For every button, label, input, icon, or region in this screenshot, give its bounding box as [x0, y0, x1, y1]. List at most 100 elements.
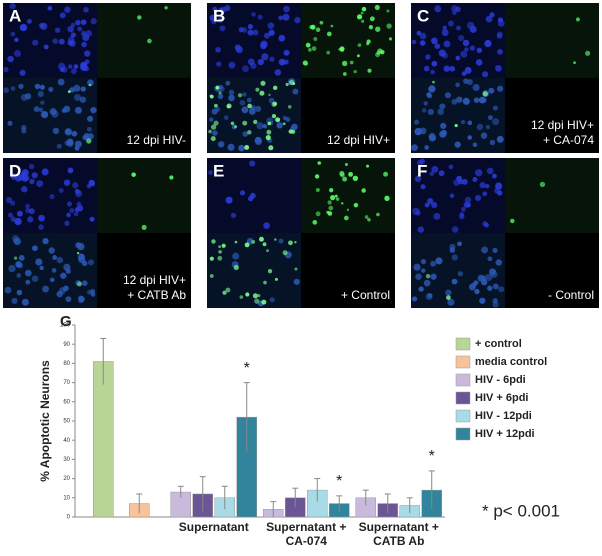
cell: [455, 6, 461, 13]
cell: [283, 5, 290, 13]
cell: [266, 249, 269, 253]
cell: [77, 242, 85, 251]
legend-swatch: [455, 355, 471, 369]
cell: [484, 183, 490, 189]
cell: [411, 144, 418, 152]
cell: [25, 203, 30, 209]
cell: [427, 197, 434, 205]
cell: [38, 107, 44, 113]
cell: [434, 43, 441, 50]
cell: [74, 188, 80, 194]
cell: [261, 53, 269, 61]
cell: [452, 10, 457, 16]
cell: [326, 210, 330, 215]
cell: [213, 120, 219, 126]
cell: [73, 93, 82, 102]
cell: [263, 32, 270, 39]
cell: [233, 264, 239, 271]
panel-label: G: [60, 313, 72, 330]
panel-label: C: [417, 6, 429, 25]
cell: [469, 25, 477, 33]
cell: [86, 126, 92, 132]
cell: [454, 141, 461, 148]
cell: [472, 142, 478, 147]
error-bar: [406, 497, 413, 514]
cell: [489, 12, 495, 18]
cell: [70, 68, 77, 75]
cell: [283, 59, 289, 65]
cell: [417, 159, 423, 166]
cell: [496, 135, 504, 143]
cell: [482, 191, 488, 197]
cell: [462, 97, 470, 105]
cell: [431, 165, 439, 173]
cell: [9, 2, 16, 10]
cell: [66, 140, 74, 148]
cell: [228, 94, 235, 102]
cell: [211, 19, 217, 25]
cell: [67, 64, 73, 69]
cell: [267, 121, 272, 126]
cell: [225, 80, 231, 86]
cell: [87, 259, 94, 266]
cell: [22, 176, 28, 182]
cell: [38, 224, 44, 230]
micrograph-quadrant: [97, 233, 191, 308]
cell: [47, 5, 53, 11]
significance-marker: *: [336, 473, 342, 490]
cell: [575, 17, 580, 22]
cell: [429, 171, 435, 176]
cell: [227, 143, 235, 151]
cell: [495, 259, 503, 266]
cell: [413, 263, 421, 271]
cell: [330, 194, 336, 201]
cell: [375, 52, 380, 58]
cell: [256, 122, 264, 130]
cell: [420, 258, 427, 265]
panel-caption: 12 dpi HIV+: [327, 133, 390, 147]
cell: [31, 275, 39, 283]
cell: [487, 256, 493, 262]
cell: [266, 129, 272, 135]
cell: [16, 289, 23, 296]
cell: [25, 207, 31, 214]
panel-label: F: [417, 161, 427, 180]
cell: [21, 185, 28, 193]
cell: [481, 71, 489, 78]
cell: [427, 293, 433, 298]
micrograph-quadrant: [505, 3, 599, 78]
cell: [334, 194, 338, 198]
y-tick-label: 80: [63, 361, 70, 367]
cell: [40, 100, 45, 105]
cell: [492, 298, 498, 304]
cell: [421, 108, 427, 113]
cell: [267, 22, 275, 29]
cell: [247, 24, 253, 30]
legend-label: HIV - 6pdi: [475, 374, 526, 386]
cell: [72, 182, 79, 189]
cell: [67, 90, 71, 94]
legend-swatch: [455, 427, 471, 441]
cell: [287, 105, 292, 109]
cell: [254, 298, 260, 304]
cell: [428, 85, 436, 93]
cell: [58, 188, 64, 193]
cell: [375, 26, 381, 32]
cell: [74, 145, 80, 151]
cell: [269, 297, 275, 303]
cell: [214, 103, 218, 108]
cell: [449, 247, 456, 253]
cell: [38, 214, 45, 222]
cell: [14, 37, 19, 42]
cell: [328, 205, 334, 211]
cell: [249, 160, 256, 167]
cell: [268, 29, 275, 36]
cell: [251, 12, 256, 17]
cell: [79, 96, 87, 103]
cell: [51, 268, 57, 273]
cell: [211, 239, 216, 244]
cell: [380, 49, 385, 55]
cell: [242, 65, 249, 73]
cell: [32, 245, 38, 252]
cell: [475, 59, 483, 66]
